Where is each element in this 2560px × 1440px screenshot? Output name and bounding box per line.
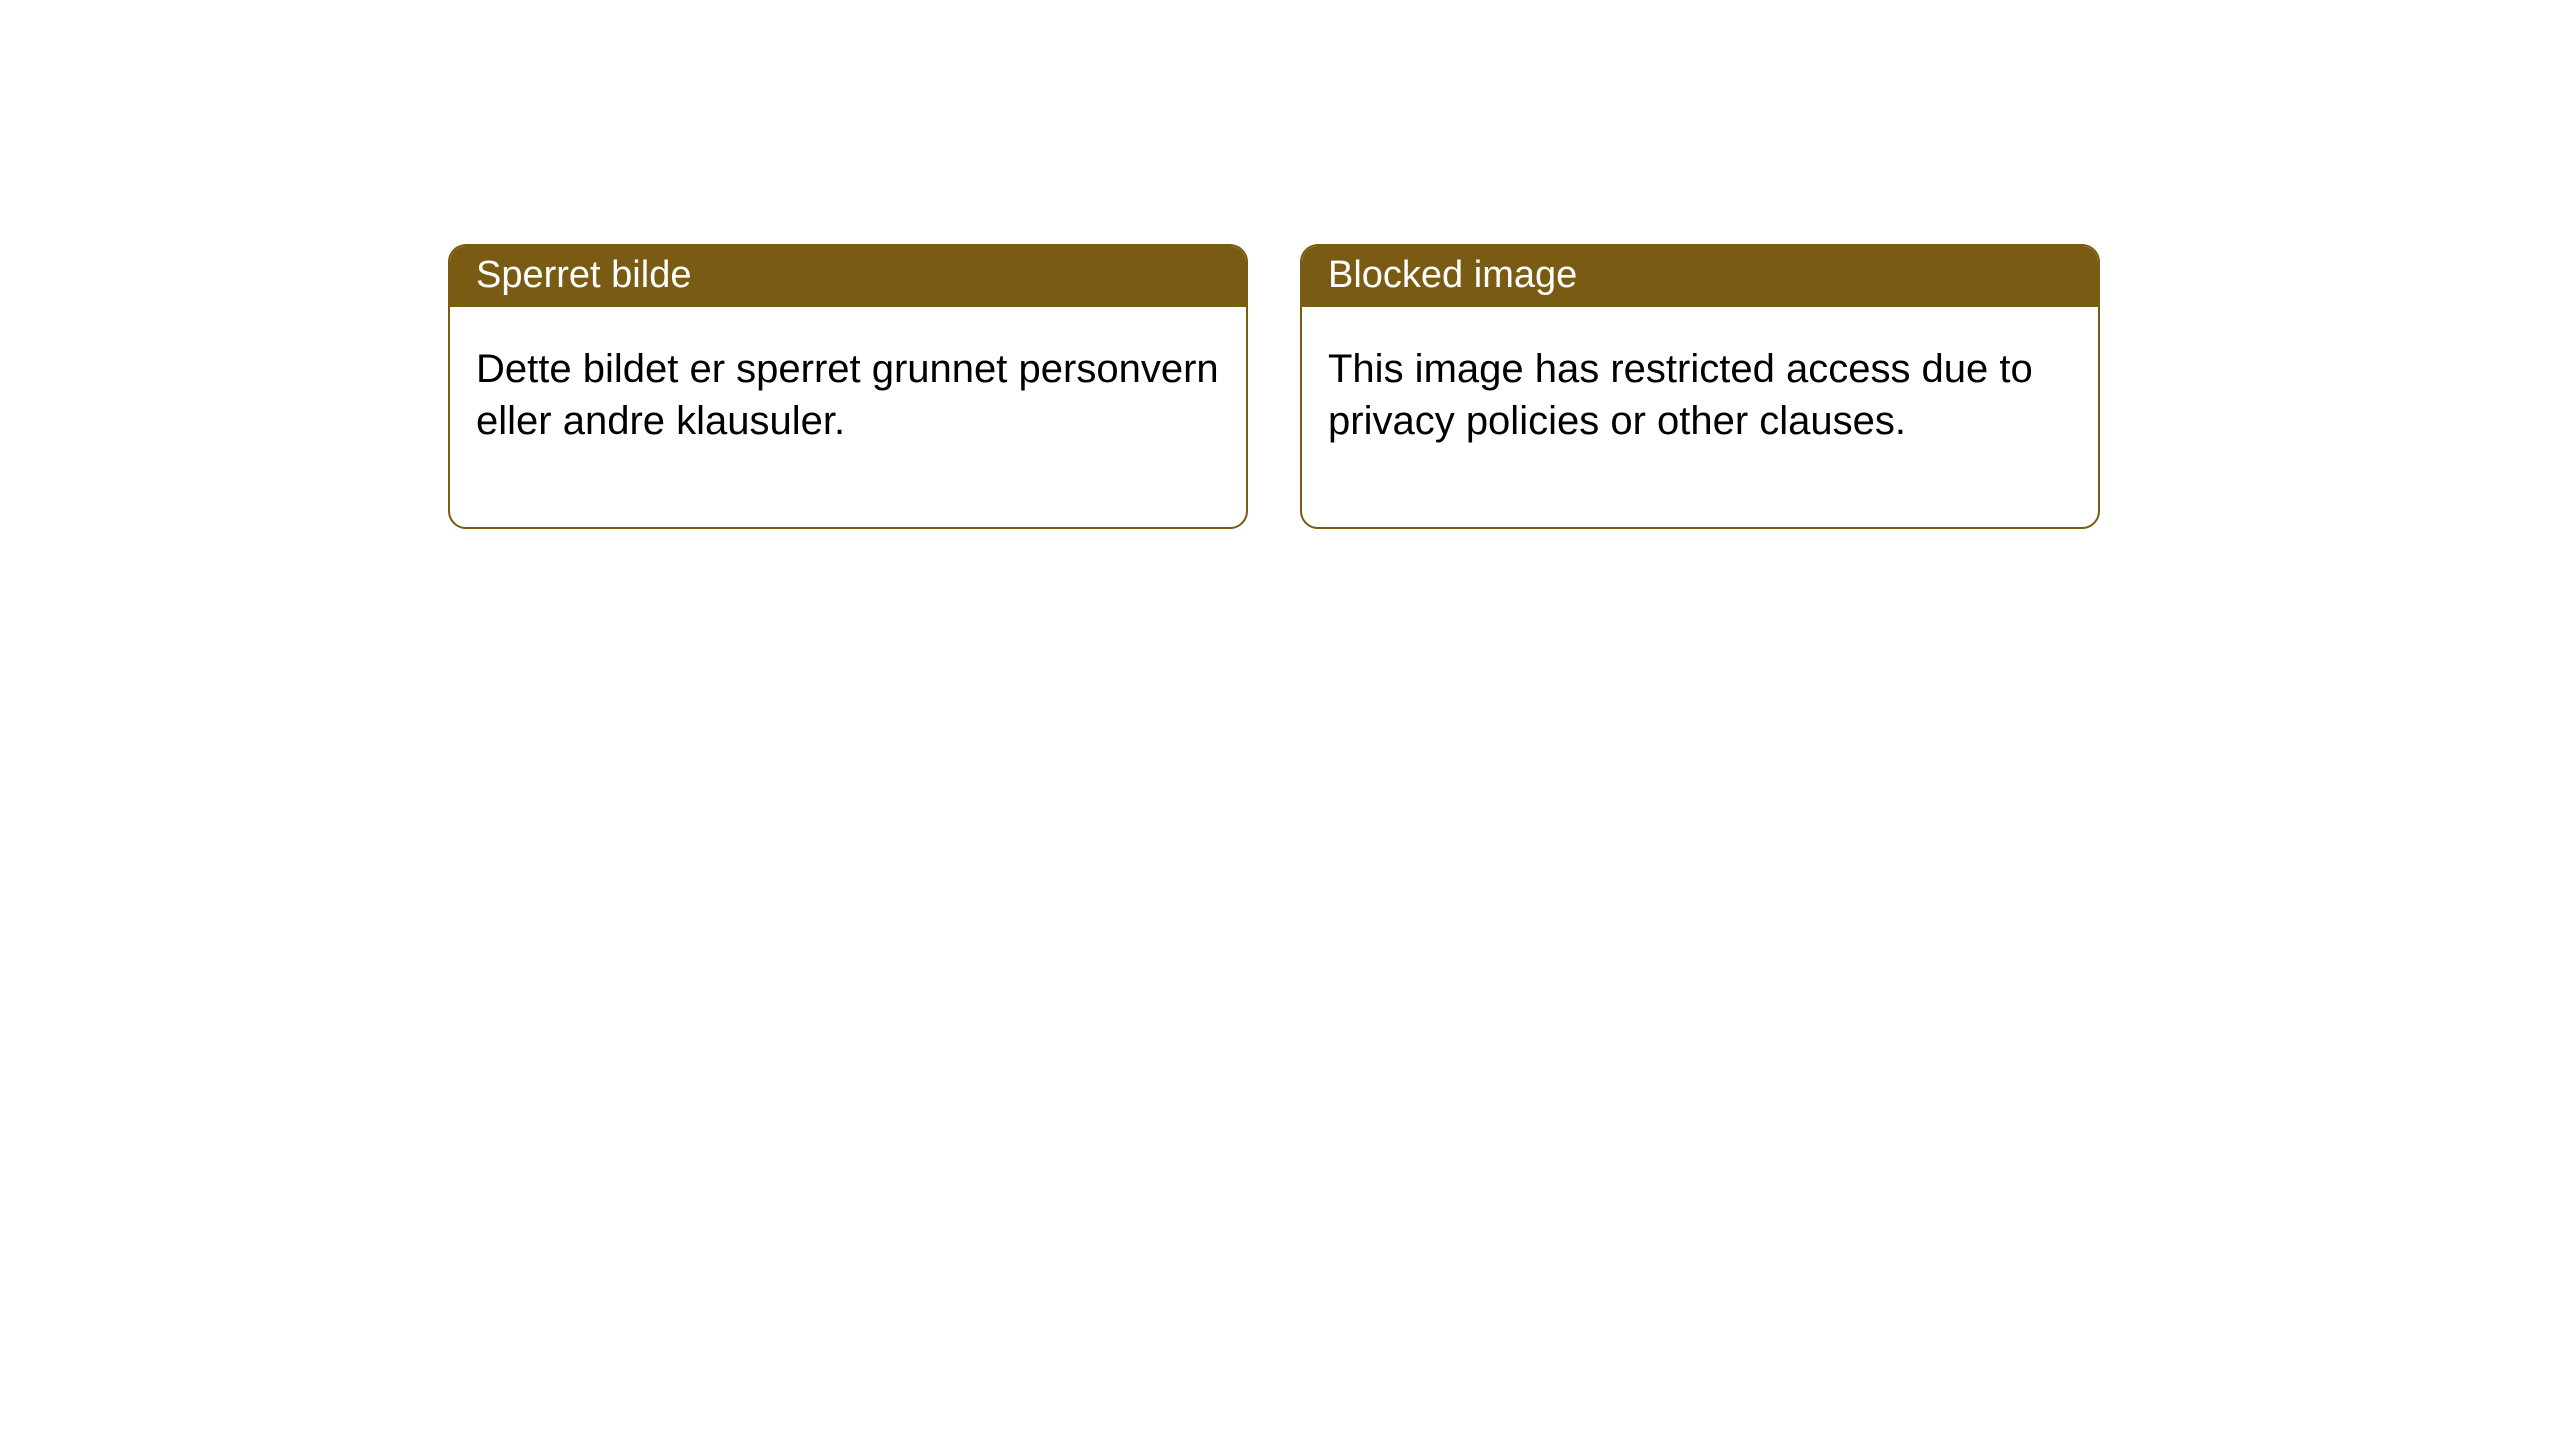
card-header-no: Sperret bilde — [450, 246, 1246, 307]
blocked-image-card-en: Blocked image This image has restricted … — [1300, 244, 2100, 529]
card-header-en: Blocked image — [1302, 246, 2098, 307]
card-body-en: This image has restricted access due to … — [1302, 307, 2098, 527]
cards-container: Sperret bilde Dette bildet er sperret gr… — [0, 0, 2560, 529]
card-body-no: Dette bildet er sperret grunnet personve… — [450, 307, 1246, 527]
blocked-image-card-no: Sperret bilde Dette bildet er sperret gr… — [448, 244, 1248, 529]
